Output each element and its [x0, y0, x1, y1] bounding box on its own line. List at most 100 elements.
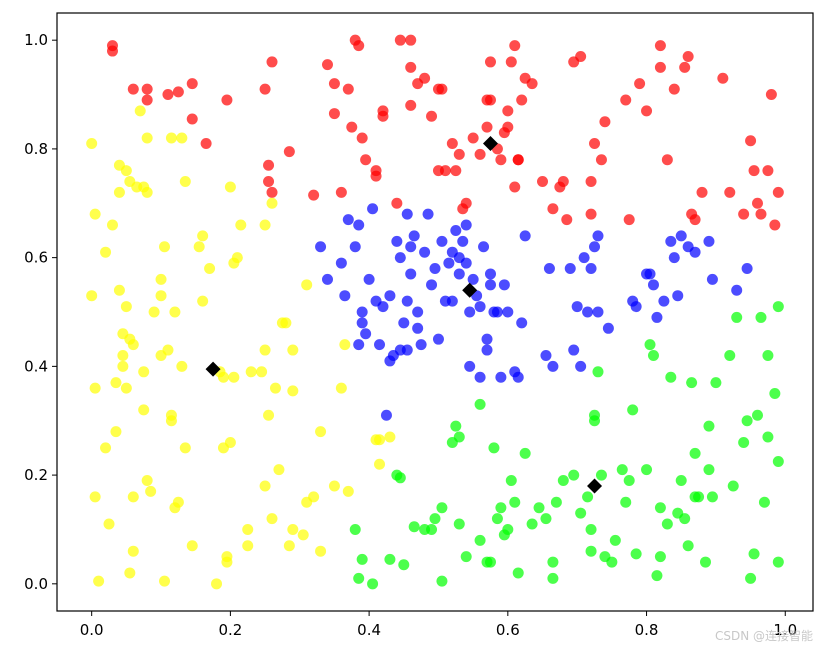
scatter-point	[446, 137, 458, 149]
scatter-point	[755, 311, 767, 323]
centroid-marker	[482, 135, 498, 151]
scatter-point	[446, 295, 458, 307]
scatter-point	[738, 436, 750, 448]
scatter-point	[658, 295, 670, 307]
scatter-point	[585, 545, 597, 557]
scatter-point	[512, 371, 524, 383]
scatter-point	[197, 295, 209, 307]
scatter-point	[155, 273, 167, 285]
scatter-point	[405, 241, 417, 253]
scatter-point	[242, 523, 254, 535]
scatter-point	[595, 469, 607, 481]
scatter-point	[356, 132, 368, 144]
scatter-point	[342, 214, 354, 226]
scatter-point	[426, 279, 438, 291]
scatter-point	[668, 252, 680, 264]
scatter-point	[453, 148, 465, 160]
scatter-point	[484, 268, 496, 280]
scatter-point	[762, 431, 774, 443]
scatter-point	[235, 219, 247, 231]
scatter-point	[689, 491, 701, 503]
scatter-point	[502, 306, 514, 318]
scatter-point	[283, 146, 295, 158]
scatter-point	[641, 464, 653, 476]
scatter-point	[342, 485, 354, 497]
scatter-point	[328, 78, 340, 90]
scatter-point	[259, 83, 271, 95]
scatter-point	[186, 540, 198, 552]
scatter-point	[568, 344, 580, 356]
scatter-point	[748, 548, 760, 560]
scatter-point	[110, 377, 122, 389]
scatter-point	[335, 257, 347, 269]
scatter-point	[197, 230, 209, 242]
scatter-point	[484, 94, 496, 106]
scatter-point	[398, 559, 410, 571]
scatter-point	[342, 83, 354, 95]
scatter-point	[419, 246, 431, 258]
scatter-point	[391, 235, 403, 247]
scatter-point	[769, 219, 781, 231]
scatter-point	[762, 165, 774, 177]
scatter-point	[495, 154, 507, 166]
scatter-point	[474, 398, 486, 410]
scatter-point	[297, 529, 309, 541]
y-tick-label: 0.0	[24, 575, 48, 593]
scatter-point	[356, 306, 368, 318]
scatter-point	[93, 575, 105, 587]
scatter-point	[703, 464, 715, 476]
scatter-point	[103, 518, 115, 530]
y-tick-label: 0.2	[24, 466, 48, 484]
scatter-point	[436, 575, 448, 587]
scatter-point	[602, 322, 614, 334]
scatter-point	[578, 252, 590, 264]
scatter-point	[634, 78, 646, 90]
scatter-point	[165, 415, 177, 427]
scatter-point	[436, 83, 448, 95]
scatter-point	[699, 556, 711, 568]
scatter-point	[321, 273, 333, 285]
scatter-point	[710, 377, 722, 389]
scatter-point	[474, 301, 486, 313]
scatter-point	[752, 197, 764, 209]
scatter-point	[741, 415, 753, 427]
scatter-point	[141, 83, 153, 95]
scatter-point	[394, 472, 406, 484]
scatter-point	[405, 99, 417, 111]
scatter-point	[141, 94, 153, 106]
scatter-point	[661, 518, 673, 530]
scatter-point	[419, 72, 431, 84]
scatter-point	[457, 235, 469, 247]
scatter-point	[155, 290, 167, 302]
scatter-point	[443, 257, 455, 269]
scatter-point	[349, 523, 361, 535]
scatter-point	[377, 105, 389, 117]
scatter-point	[512, 154, 524, 166]
scatter-point	[547, 203, 559, 215]
scatter-point	[138, 404, 150, 416]
scatter-point	[405, 61, 417, 73]
scatter-point	[502, 105, 514, 117]
scatter-point	[141, 475, 153, 487]
scatter-point	[651, 311, 663, 323]
scatter-point	[592, 230, 604, 242]
scatter-point	[651, 570, 663, 582]
scatter-point	[703, 420, 715, 432]
scatter-point	[665, 235, 677, 247]
scatter-point	[353, 339, 365, 351]
scatter-point	[478, 241, 490, 253]
scatter-point	[273, 464, 285, 476]
scatter-point	[408, 521, 420, 533]
plot-frame	[56, 12, 814, 612]
scatter-point	[335, 382, 347, 394]
scatter-point	[159, 241, 171, 253]
scatter-point	[360, 154, 372, 166]
scatter-point	[141, 132, 153, 144]
scatter-point	[623, 214, 635, 226]
scatter-point	[689, 447, 701, 459]
scatter-point	[242, 540, 254, 552]
scatter-point	[474, 371, 486, 383]
scatter-point	[138, 366, 150, 378]
scatter-point	[391, 197, 403, 209]
scatter-point	[561, 214, 573, 226]
